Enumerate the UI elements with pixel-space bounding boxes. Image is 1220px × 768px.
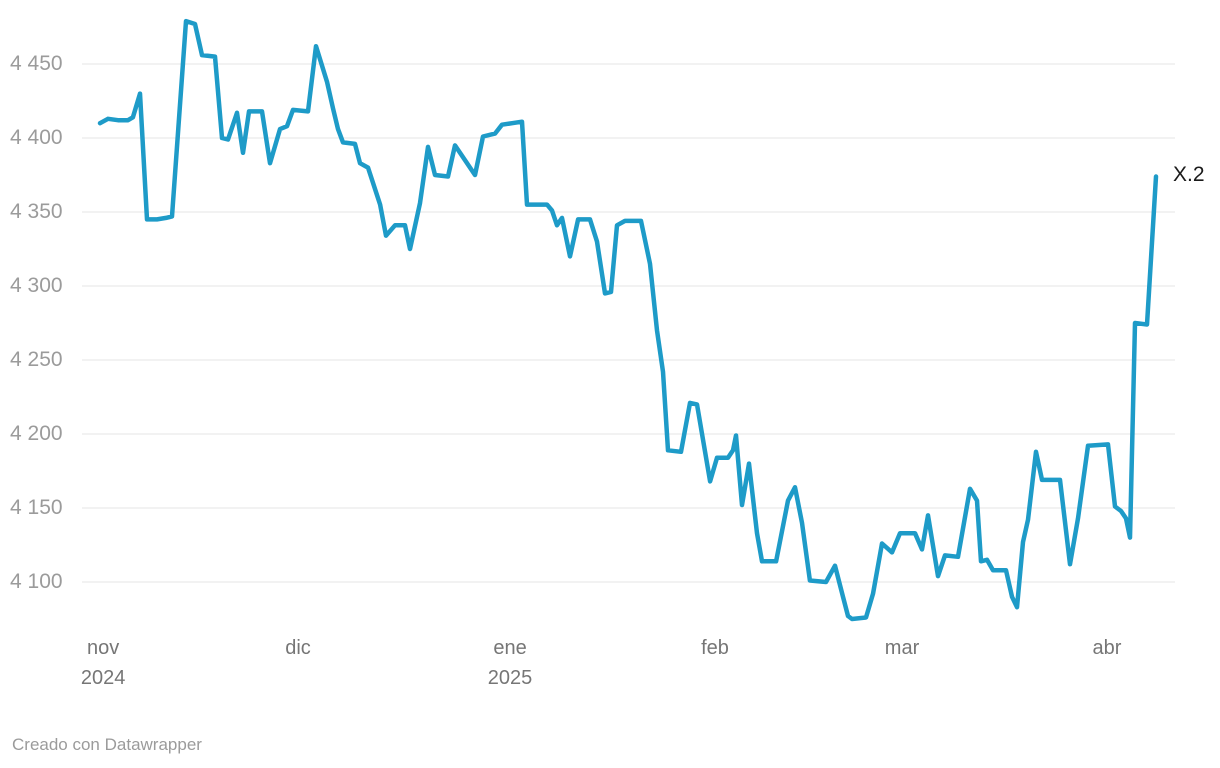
x-tick-month: dic (285, 637, 311, 659)
x-tick-label: feb (655, 636, 775, 661)
y-tick-label: 4 350 (10, 200, 63, 223)
series-line (97, 18, 1159, 622)
datawrapper-credit-link[interactable]: Creado con Datawrapper (12, 735, 202, 754)
x-tick-label: ene 2025 (450, 636, 570, 691)
series-end-label: X.2 (1173, 163, 1205, 187)
y-tick-label: 4 300 (10, 274, 63, 297)
x-tick-label: dic (238, 636, 358, 661)
y-tick-label: 4 150 (10, 496, 63, 519)
series-line-layer (97, 18, 1159, 622)
x-tick-month: feb (701, 637, 729, 659)
x-tick-month: mar (884, 637, 920, 659)
y-tick-label: 4 200 (10, 422, 63, 445)
x-tick-label: nov 2024 (43, 636, 163, 691)
x-tick-year: 2024 (80, 667, 126, 689)
x-tick-month: abr (1092, 637, 1122, 659)
x-tick-month: ene (493, 637, 527, 659)
y-tick-label: 4 250 (10, 348, 63, 371)
y-tick-label: 4 450 (10, 52, 63, 75)
x-tick-label: abr (1047, 636, 1167, 661)
x-tick-year: 2025 (487, 667, 533, 689)
x-tick-label: mar (842, 636, 962, 661)
y-tick-label: 4 100 (10, 570, 63, 593)
y-tick-label: 4 400 (10, 126, 63, 149)
x-tick-month: nov (87, 637, 120, 659)
